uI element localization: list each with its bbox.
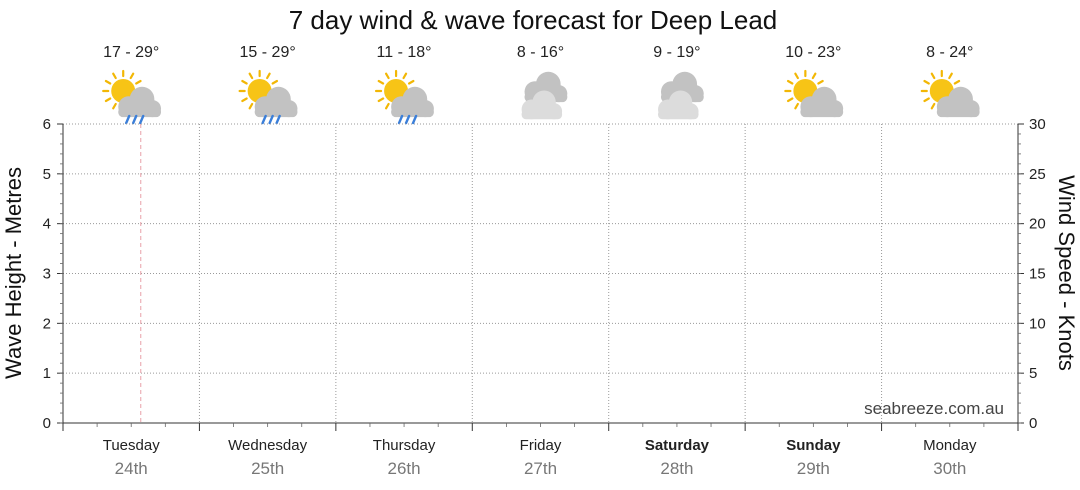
wind-speed-axis: 0 5 10 15 20 25 30: [1018, 116, 1046, 432]
date-label: 29th: [797, 459, 830, 478]
right-tick-label: 25: [1029, 166, 1046, 183]
sun-cloud-rain-icon: [102, 69, 162, 125]
day-axis: Tuesday 24th Wednesday 25th Thursday 26th Frid…: [62, 423, 1019, 478]
day-label: Sunday: [786, 437, 841, 454]
day-label: Monday: [923, 437, 977, 454]
temperature-row: 17 - 29° 15 - 29° 11 - 18° 8 - 16° 9 - 19° 10…: [103, 44, 973, 61]
date-label: 25th: [251, 459, 284, 478]
date-label: 26th: [388, 459, 421, 478]
chart-title: 7 day wind & wave forecast for Deep Lead: [289, 5, 778, 35]
left-tick-label: 5: [43, 166, 51, 183]
temperature-range: 10 - 23°: [785, 44, 841, 61]
temperature-range: 9 - 19°: [653, 44, 700, 61]
watermark: seabreeze.com.au: [864, 399, 1004, 418]
right-tick-label: 30: [1029, 116, 1046, 133]
cloud-icon: [658, 71, 704, 120]
left-tick-label: 3: [43, 266, 51, 283]
right-tick-label: 5: [1029, 365, 1037, 382]
temperature-range: 8 - 24°: [926, 44, 973, 61]
right-tick-label: 15: [1029, 266, 1046, 283]
left-tick-label: 1: [43, 365, 51, 382]
right-tick-label: 0: [1029, 415, 1037, 432]
day-label: Wednesday: [228, 437, 307, 454]
day-label: Saturday: [645, 437, 710, 454]
wave-height-axis: 0 1 2 3 4 5 6: [43, 116, 63, 432]
temperature-range: 15 - 29°: [240, 44, 296, 61]
chart-grid: [62, 123, 1019, 424]
day-label: Thursday: [373, 437, 436, 454]
sun-cloud-rain-icon: [374, 69, 434, 125]
date-label: 27th: [524, 459, 557, 478]
wave-height-axis-title: Wave Height - Metres: [1, 167, 26, 379]
left-tick-label: 2: [43, 315, 51, 332]
date-label: 28th: [660, 459, 693, 478]
sun-cloud-icon: [784, 69, 844, 118]
left-tick-label: 4: [43, 216, 51, 233]
left-tick-label: 0: [43, 415, 51, 432]
left-tick-label: 6: [43, 116, 51, 133]
temperature-range: 17 - 29°: [103, 44, 159, 61]
right-tick-label: 20: [1029, 216, 1046, 233]
date-label: 24th: [115, 459, 148, 478]
day-label: Tuesday: [103, 437, 160, 454]
sun-cloud-icon: [920, 69, 980, 118]
temperature-range: 11 - 18°: [377, 44, 432, 61]
right-tick-label: 10: [1029, 315, 1046, 332]
day-label: Friday: [520, 437, 562, 454]
cloud-icon: [521, 71, 568, 120]
wind-speed-axis-title: Wind Speed - Knots: [1054, 175, 1079, 371]
weather-icon-row: [102, 69, 980, 125]
temperature-range: 8 - 16°: [517, 44, 564, 61]
sun-cloud-rain-icon: [238, 69, 298, 125]
date-label: 30th: [933, 459, 966, 478]
